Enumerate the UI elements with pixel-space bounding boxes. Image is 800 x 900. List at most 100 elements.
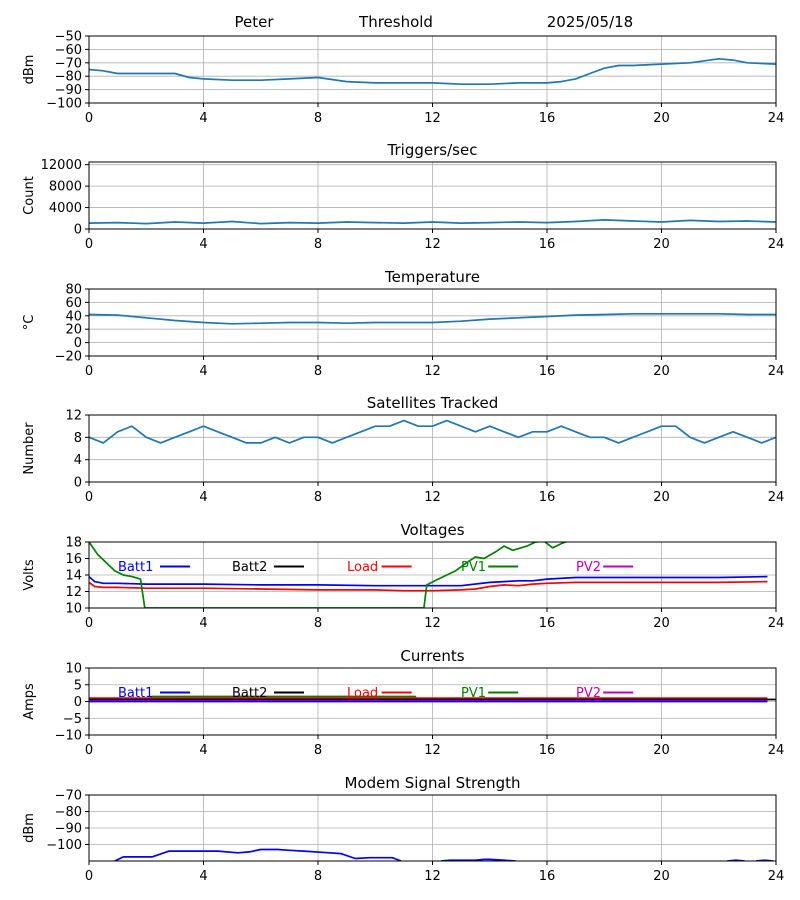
x-tick-label: 12 [424,616,441,631]
x-tick-label: 24 [768,490,785,505]
y-tick-label: 0 [74,695,82,710]
series-group [89,695,776,703]
panel-triggers: 0 4 8 12 16 20 24 0 4000 8000 12000 Triggers/sec Cou… [22,141,784,252]
series-group [89,57,776,86]
legend-label: PV2 [576,560,601,575]
y-tick-label: −80 [55,70,82,85]
legend-item: PV1 [461,686,519,701]
y-axis-label: Count [22,176,37,215]
y-tick-label: −5 [63,712,82,727]
legend-item: PV1 [461,560,519,575]
x-tick-label: 24 [768,616,785,631]
x-tick-label: 8 [314,111,322,126]
x-tick-label: 12 [424,869,441,884]
series-line-pv1 [148,695,418,701]
panel-title: Voltages [400,521,464,539]
y-tick-label: 14 [65,569,82,584]
y-tick-label: −100 [46,97,82,112]
legend-label: PV1 [461,560,486,575]
x-tick-label: 4 [199,743,207,758]
series-group [89,542,768,608]
x-tick-label: 0 [85,490,93,505]
header-station: Peter [234,13,274,31]
y-tick-label: 0 [74,476,82,491]
y-tick-label: −70 [55,789,82,804]
series-group [89,219,776,225]
series-line [89,57,776,86]
x-tick-label: 8 [314,743,322,758]
x-tick-label: 0 [85,869,93,884]
y-axis-label: dBm [22,813,37,843]
series-line-load [89,580,768,592]
y-tick-label: 20 [65,323,82,338]
x-tick-label: 12 [424,111,441,126]
x-tick-label: 20 [653,743,670,758]
x-tick-label: 0 [85,111,93,126]
y-tick-label: −90 [55,83,82,98]
x-tick-label: 20 [653,237,670,252]
series-line [441,858,516,861]
x-tick-label: 0 [85,237,93,252]
x-tick-label: 16 [539,490,556,505]
panel-title: Triggers/sec [387,141,478,159]
y-tick-label: 5 [74,678,82,693]
legend-item: Load [347,686,412,701]
x-tick-label: 8 [314,616,322,631]
y-tick-label: 40 [65,309,82,324]
panel-satellites: 0 4 8 12 16 20 24 0 4 8 12 Satellites Tracked Number [22,394,784,505]
x-tick-label: 20 [653,490,670,505]
y-tick-label: 60 [65,296,82,311]
x-tick-label: 12 [424,743,441,758]
y-tick-label: 80 [65,283,82,298]
panel-signal: 0 4 8 12 16 20 24 −100−90−80−70−60−50 dBm [22,30,784,127]
y-axis-label: Volts [22,559,37,591]
x-tick-label: 12 [424,490,441,505]
x-tick-label: 4 [199,616,207,631]
y-tick-label: 16 [65,552,82,567]
series-group [114,848,774,861]
y-tick-label: 8 [74,431,82,446]
y-tick-label: −60 [55,43,82,58]
header-mode: Threshold [358,13,433,31]
series-group [89,312,776,325]
x-tick-label: 20 [653,364,670,379]
y-tick-label: 0 [74,336,82,351]
legend-item: Batt1 [118,560,190,575]
x-tick-label: 16 [539,869,556,884]
header-date: 2025/05/18 [547,13,633,31]
x-tick-label: 4 [199,237,207,252]
x-tick-label: 8 [314,869,322,884]
x-tick-label: 24 [768,111,785,126]
y-tick-label: 18 [65,536,82,551]
x-tick-label: 20 [653,616,670,631]
y-tick-label: 12 [65,585,82,600]
x-tick-label: 16 [539,237,556,252]
legend-item: Batt1 [118,686,190,701]
legend-item: Batt2 [232,686,304,701]
series-line [89,312,776,325]
x-tick-label: 24 [768,364,785,379]
legend-label: Batt1 [118,686,153,701]
y-axis-label: Number [22,422,37,475]
y-tick-label: −50 [55,30,82,45]
x-tick-label: 4 [199,869,207,884]
x-tick-label: 8 [314,237,322,252]
x-tick-label: 4 [199,364,207,379]
x-tick-label: 16 [539,111,556,126]
y-tick-label: 12 [65,409,82,424]
x-tick-label: 4 [199,490,207,505]
series-line-pv1 [89,542,569,608]
y-tick-label: −10 [55,729,82,744]
series-line-batt1 [89,575,768,587]
panel-currents: 0 4 8 12 16 20 24 −10 −5 0 510 Currents Amps Batt1 Bat… [22,647,784,758]
x-tick-label: 12 [424,364,441,379]
y-tick-label: −70 [55,56,82,71]
y-tick-label: −100 [46,838,82,853]
panel-title: Temperature [384,268,480,286]
panel-title: Satellites Tracked [367,394,498,412]
y-tick-label: 10 [65,662,82,677]
